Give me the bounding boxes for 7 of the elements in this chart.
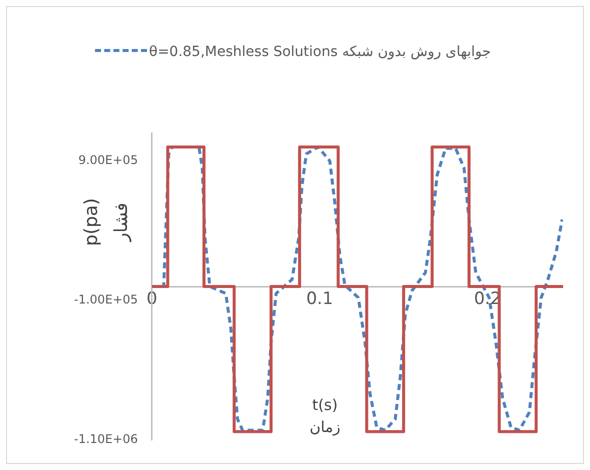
y-axis-title: p(pa) فشار — [80, 198, 133, 246]
y-tick-label: -1.10E+06 — [74, 432, 138, 446]
x-tick-label: 0.1 — [306, 289, 334, 310]
y-tick-label: -1.00E+05 — [74, 292, 138, 307]
y-tick-label: 9.00E+05 — [78, 153, 138, 168]
legend-label: θ=0.85,Meshless Solutions جوابهای روش بدون شبکه — [149, 43, 492, 62]
x-axis-title: t(s) زمان — [308, 395, 342, 438]
